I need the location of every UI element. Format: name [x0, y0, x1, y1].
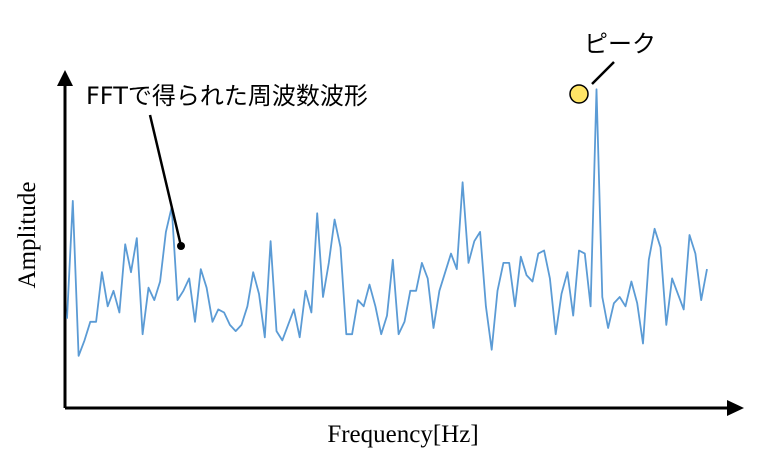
peak-annotation: ピーク: [584, 30, 656, 58]
x-axis-label: Frequency[Hz]: [327, 421, 478, 448]
y-axis-arrowhead: [57, 70, 73, 86]
peak-callout-line: [591, 61, 615, 85]
peak-marker: [569, 84, 589, 104]
y-axis-label: Amplitude: [14, 182, 41, 289]
x-axis-arrowhead: [727, 400, 744, 416]
waveform-callout-dot: [177, 242, 185, 250]
fft-series: [66, 88, 708, 357]
waveform-annotation: FFTで得られた周波数波形: [86, 82, 368, 110]
waveform-callout-line: [148, 114, 183, 247]
fft-waveform-line: [66, 88, 708, 357]
